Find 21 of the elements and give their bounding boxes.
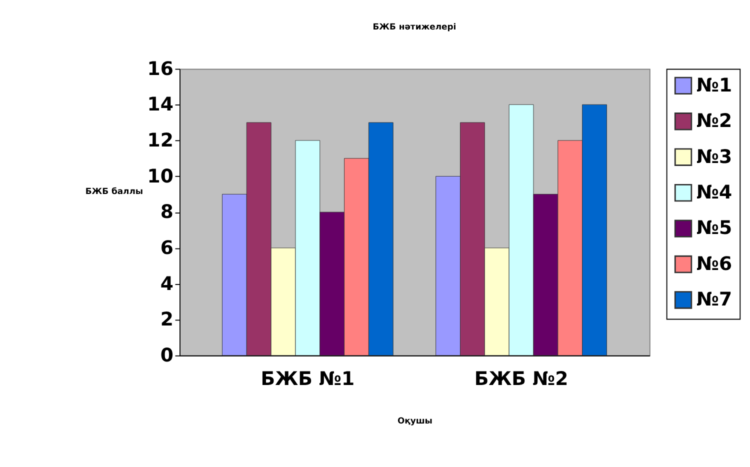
legend-label: №1 [696, 75, 732, 96]
legend-label: №4 [696, 182, 732, 204]
x-axis-title: Оқушы [397, 416, 432, 426]
chart-title: БЖБ нәтижелері [372, 21, 456, 32]
x-tick-label: БЖБ №1 [260, 369, 355, 390]
y-tick-label: 4 [160, 274, 174, 295]
legend-label: №7 [696, 290, 732, 311]
legend-label: №6 [696, 254, 732, 275]
y-axis-title: БЖБ баллы [85, 186, 144, 196]
x-tick-label: БЖБ №2 [474, 369, 568, 390]
y-tick-label: 16 [147, 58, 174, 80]
y-tick-label: 8 [160, 202, 174, 224]
y-tick-label: 6 [160, 238, 174, 260]
y-tick-label: 2 [160, 310, 174, 331]
y-tick-label: 0 [160, 346, 174, 367]
y-tick-label: 10 [147, 166, 174, 188]
y-tick-label: 14 [147, 94, 174, 116]
y-tick-label: 12 [147, 130, 174, 152]
legend-label: №3 [696, 146, 732, 168]
legend-label: №2 [696, 111, 732, 132]
legend-label: №5 [696, 218, 732, 240]
